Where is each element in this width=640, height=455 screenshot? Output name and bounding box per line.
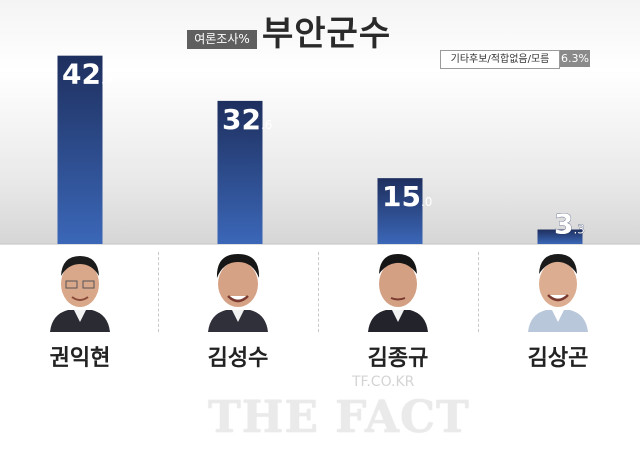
value-label-3: 15.0 <box>382 180 432 213</box>
bar-2 <box>217 100 263 244</box>
candidate-photo <box>50 256 110 332</box>
other-label: 기타후보/적합없음/모름 <box>440 50 560 69</box>
value-label-4: 3.3 <box>554 208 585 241</box>
candidate-name: 김종규 <box>367 346 429 371</box>
value-label-1: 42.9 <box>62 58 112 91</box>
divider <box>318 252 319 332</box>
page-title: 부안군수 <box>262 14 392 54</box>
divider <box>478 252 479 332</box>
divider <box>158 252 159 332</box>
candidate-name: 김성수 <box>207 346 269 371</box>
bar-chart: 42.9 32.6 15.0 3.3 <box>0 55 640 245</box>
watermark-logo: THE FACT <box>208 392 470 443</box>
candidate-name: 김상곤 <box>527 346 589 371</box>
bar-3 <box>377 178 423 244</box>
candidate-name: 권익현 <box>49 346 111 371</box>
bar-1 <box>57 55 103 244</box>
bar-4 <box>537 229 583 244</box>
candidate-photo <box>528 254 588 332</box>
candidate-photo <box>208 254 268 332</box>
poll-tag: 여론조사% <box>187 30 257 49</box>
other-value: 6.3% <box>560 50 590 67</box>
watermark-url: TF.CO.KR <box>352 374 415 390</box>
candidate-photo <box>368 254 428 332</box>
value-label-2: 32.6 <box>222 103 272 136</box>
